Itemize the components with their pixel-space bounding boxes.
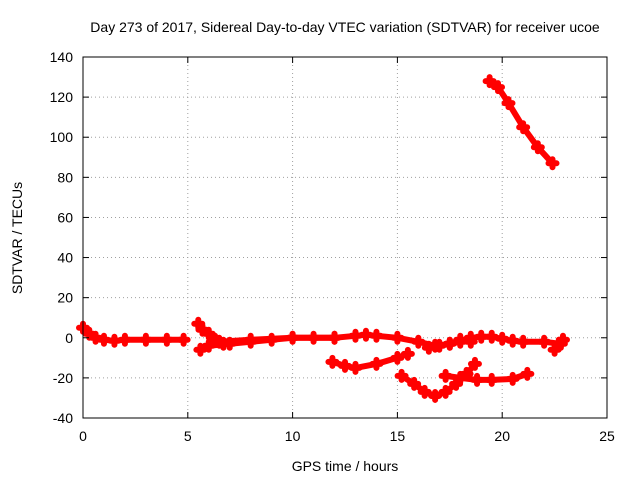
data-point	[411, 334, 426, 349]
data-point	[530, 140, 545, 155]
data-point	[484, 329, 499, 344]
data-point	[348, 360, 363, 375]
data-point	[338, 358, 352, 373]
plot-frame	[82, 56, 608, 419]
data-point	[484, 372, 499, 387]
data-point	[400, 346, 415, 361]
data-point	[107, 333, 122, 348]
y-tick-label: 80	[57, 169, 73, 185]
data-point	[453, 334, 468, 349]
chart-title: Day 273 of 2017, Sidereal Day-to-day VTE…	[90, 19, 600, 35]
data-point	[428, 388, 443, 403]
data-point	[117, 332, 132, 347]
data-point	[467, 356, 482, 371]
y-tick-label: -20	[53, 370, 73, 386]
data-point	[358, 327, 373, 342]
x-tick-label: 0	[79, 428, 87, 444]
data-point	[520, 366, 535, 381]
y-tick-label: 60	[57, 209, 73, 225]
data-point	[243, 332, 258, 347]
data-point	[394, 368, 409, 383]
data-point	[470, 372, 485, 387]
data-point	[390, 330, 405, 345]
x-tick-label: 5	[184, 428, 192, 444]
data-point	[495, 331, 510, 346]
data-point	[555, 332, 570, 347]
data-point	[482, 74, 497, 89]
data-point	[138, 332, 153, 347]
data-point	[96, 332, 111, 347]
data-point	[193, 342, 208, 357]
data-point	[501, 96, 516, 111]
y-tick-label: 20	[57, 290, 73, 306]
y-tick-label: 100	[50, 129, 74, 145]
x-tick-label: 15	[390, 428, 406, 444]
data-point	[176, 332, 191, 347]
data-point	[285, 330, 300, 345]
y-tick-label: -40	[53, 410, 73, 426]
x-tick-label: 25	[599, 428, 615, 444]
x-tick-label: 10	[285, 428, 301, 444]
data-point	[159, 332, 174, 347]
data-point	[212, 334, 227, 349]
data-point	[369, 328, 384, 343]
data-point	[201, 338, 216, 353]
data-point	[369, 356, 384, 371]
data-point	[442, 336, 457, 351]
data-point	[421, 340, 436, 355]
series-track-4	[216, 334, 338, 345]
data-point	[390, 350, 405, 365]
y-tick-label: 0	[65, 330, 73, 346]
x-axis-label: GPS time / hours	[292, 458, 399, 474]
tick-labels: 0 5 10 15 20 25 -40 -20 0 20 40 60 80 100 120 140	[50, 49, 615, 444]
data-point	[453, 370, 468, 385]
y-tick-label: 40	[57, 250, 73, 266]
x-tick-label: 20	[494, 428, 510, 444]
data-point	[201, 326, 216, 341]
data-point	[348, 328, 363, 343]
data-point	[474, 329, 489, 344]
data-point	[407, 376, 422, 391]
axis-ticks	[82, 56, 608, 419]
data-point	[417, 384, 432, 399]
y-axis-label: SDTVAR / TECUs	[9, 182, 25, 294]
data-point	[505, 371, 520, 386]
data-point	[438, 384, 453, 399]
data-point	[438, 368, 453, 383]
data-series	[76, 74, 570, 403]
data-point	[516, 120, 531, 135]
data-point	[327, 330, 342, 345]
data-point	[516, 334, 531, 349]
data-point	[325, 354, 340, 369]
data-point	[537, 334, 552, 349]
data-point	[491, 80, 506, 95]
y-tick-label: 140	[50, 49, 74, 65]
data-point	[505, 333, 520, 348]
data-point	[545, 156, 560, 171]
data-point	[463, 330, 478, 345]
y-tick-label: 120	[50, 89, 74, 105]
data-point	[432, 338, 447, 353]
